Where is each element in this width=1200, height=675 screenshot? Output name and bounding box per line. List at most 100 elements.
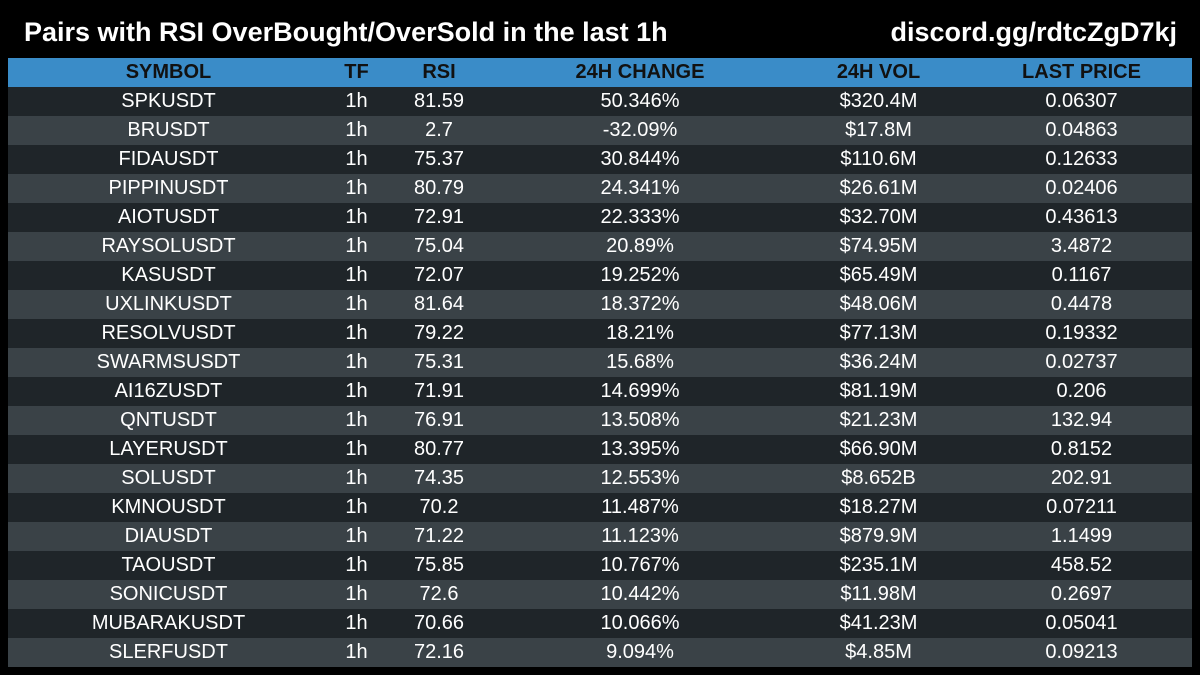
- volume-cell: $235.1M: [839, 554, 918, 576]
- change-cell: 14.699%: [600, 380, 680, 402]
- tf-cell: 1h: [345, 612, 368, 634]
- price-cell: 0.19332: [1045, 322, 1118, 344]
- table-row: KASUSDT 1h 72.07 19.252% $65.49M 0.1167: [8, 261, 1192, 290]
- change-cell: 11.123%: [601, 525, 679, 547]
- column-header-symbol[interactable]: SYMBOL: [125, 61, 212, 83]
- rsi-cell: 75.85: [413, 554, 465, 576]
- price-cell: 0.05041: [1045, 612, 1118, 634]
- change-cell: 12.553%: [600, 467, 680, 489]
- volume-cell: $36.24M: [839, 351, 918, 373]
- change-cell: 18.21%: [606, 322, 674, 344]
- price-cell: 0.4478: [1050, 293, 1113, 315]
- volume-cell: $74.95M: [839, 235, 918, 257]
- change-cell: 18.372%: [600, 293, 680, 315]
- price-cell: 0.06307: [1045, 90, 1118, 112]
- symbol-cell: QNTUSDT: [120, 409, 217, 431]
- volume-cell: $65.49M: [839, 264, 918, 286]
- symbol-cell: MUBARAKUSDT: [91, 612, 246, 634]
- rsi-cell: 80.79: [413, 177, 465, 199]
- symbol-cell: UXLINKUSDT: [105, 293, 232, 315]
- tf-cell: 1h: [345, 641, 368, 663]
- rsi-cell: 76.91: [413, 409, 465, 431]
- change-cell: 30.844%: [600, 148, 680, 170]
- tf-cell: 1h: [345, 148, 368, 170]
- price-cell: 0.07211: [1046, 496, 1117, 518]
- symbol-cell: PIPPINUSDT: [108, 177, 229, 199]
- price-cell: 132.94: [1050, 409, 1113, 431]
- table-row: DIAUSDT 1h 71.22 11.123% $879.9M 1.1499: [8, 522, 1192, 551]
- change-cell: 19.252%: [600, 264, 680, 286]
- volume-cell: $48.06M: [839, 293, 918, 315]
- table-row: UXLINKUSDT 1h 81.64 18.372% $48.06M 0.4478: [8, 290, 1192, 319]
- change-cell: 13.508%: [600, 409, 680, 431]
- volume-cell: $8.652B: [841, 467, 916, 489]
- rsi-cell: 75.31: [413, 351, 465, 373]
- rsi-cell: 81.64: [413, 293, 465, 315]
- table-row: SOLUSDT 1h 74.35 12.553% $8.652B 202.91: [8, 464, 1192, 493]
- change-cell: 20.89%: [606, 235, 674, 257]
- table-row: KMNOUSDT 1h 70.2 11.487% $18.27M 0.07211: [8, 493, 1192, 522]
- price-cell: 0.43613: [1045, 206, 1118, 228]
- column-header-24h-change[interactable]: 24H CHANGE: [575, 61, 705, 83]
- volume-cell: $17.8M: [845, 119, 912, 141]
- rsi-cell: 74.35: [413, 467, 465, 489]
- tf-cell: 1h: [345, 264, 368, 286]
- rsi-cell: 72.91: [413, 206, 465, 228]
- symbol-cell: AI16ZUSDT: [114, 380, 223, 402]
- table-header-row: SYMBOL TF RSI 24H CHANGE 24H VOL LAST PR…: [8, 58, 1192, 87]
- table-row: AI16ZUSDT 1h 71.91 14.699% $81.19M 0.206: [8, 377, 1192, 406]
- symbol-cell: KASUSDT: [121, 264, 216, 286]
- tf-cell: 1h: [345, 351, 368, 373]
- volume-cell: $41.23M: [839, 612, 918, 634]
- table-row: RAYSOLUSDT 1h 75.04 20.89% $74.95M 3.4872: [8, 232, 1192, 261]
- volume-cell: $110.6M: [840, 148, 917, 170]
- rsi-cell: 72.16: [413, 641, 465, 663]
- tf-cell: 1h: [345, 583, 368, 605]
- volume-cell: $26.61M: [839, 177, 918, 199]
- rsi-cell: 79.22: [413, 322, 465, 344]
- column-header-last-price[interactable]: LAST PRICE: [1022, 61, 1141, 83]
- table-row: SLERFUSDT 1h 72.16 9.094% $4.85M 0.09213: [8, 638, 1192, 667]
- symbol-cell: BRUSDT: [127, 119, 210, 141]
- change-cell: 10.442%: [600, 583, 680, 605]
- table-row: LAYERUSDT 1h 80.77 13.395% $66.90M 0.8152: [8, 435, 1192, 464]
- symbol-cell: FIDAUSDT: [118, 148, 219, 170]
- column-header-tf[interactable]: TF: [344, 61, 369, 83]
- symbol-cell: LAYERUSDT: [109, 438, 228, 460]
- symbol-cell: TAOUSDT: [121, 554, 216, 576]
- volume-cell: $77.13M: [839, 322, 918, 344]
- volume-cell: $32.70M: [839, 206, 918, 228]
- change-cell: -32.09%: [602, 119, 678, 141]
- change-cell: 24.341%: [600, 177, 680, 199]
- table-body: SPKUSDT 1h 81.59 50.346% $320.4M 0.06307 BRUSD…: [8, 87, 1192, 667]
- symbol-cell: SONICUSDT: [109, 583, 228, 605]
- change-cell: 13.395%: [600, 438, 680, 460]
- table-row: MUBARAKUSDT 1h 70.66 10.066% $41.23M 0.05041: [8, 609, 1192, 638]
- volume-cell: $81.19M: [839, 380, 918, 402]
- tf-cell: 1h: [345, 554, 368, 576]
- volume-cell: $4.85M: [845, 641, 912, 663]
- table-row: AIOTUSDT 1h 72.91 22.333% $32.70M 0.43613: [8, 203, 1192, 232]
- discord-link[interactable]: discord.gg/rdtcZgD7kj: [890, 17, 1177, 47]
- change-cell: 15.68%: [606, 351, 674, 373]
- rsi-cell: 80.77: [413, 438, 465, 460]
- rsi-cell: 75.04: [413, 235, 465, 257]
- tf-cell: 1h: [345, 525, 368, 547]
- volume-cell: $21.23M: [839, 409, 918, 431]
- price-cell: 0.02737: [1045, 351, 1118, 373]
- volume-cell: $18.27M: [839, 496, 918, 518]
- symbol-cell: SPKUSDT: [121, 90, 216, 112]
- column-header-rsi[interactable]: RSI: [422, 61, 456, 83]
- symbol-cell: DIAUSDT: [124, 525, 213, 547]
- rsi-table: SYMBOL TF RSI 24H CHANGE 24H VOL LAST PR…: [8, 58, 1192, 667]
- tf-cell: 1h: [345, 380, 368, 402]
- price-cell: 3.4872: [1050, 235, 1113, 257]
- column-header-24h-vol[interactable]: 24H VOL: [836, 61, 921, 83]
- tf-cell: 1h: [345, 206, 368, 228]
- rsi-cell: 75.37: [413, 148, 465, 170]
- price-cell: 0.02406: [1045, 177, 1118, 199]
- price-cell: 0.1167: [1051, 264, 1112, 286]
- table-row: TAOUSDT 1h 75.85 10.767% $235.1M 458.52: [8, 551, 1192, 580]
- change-cell: 9.094%: [606, 641, 674, 663]
